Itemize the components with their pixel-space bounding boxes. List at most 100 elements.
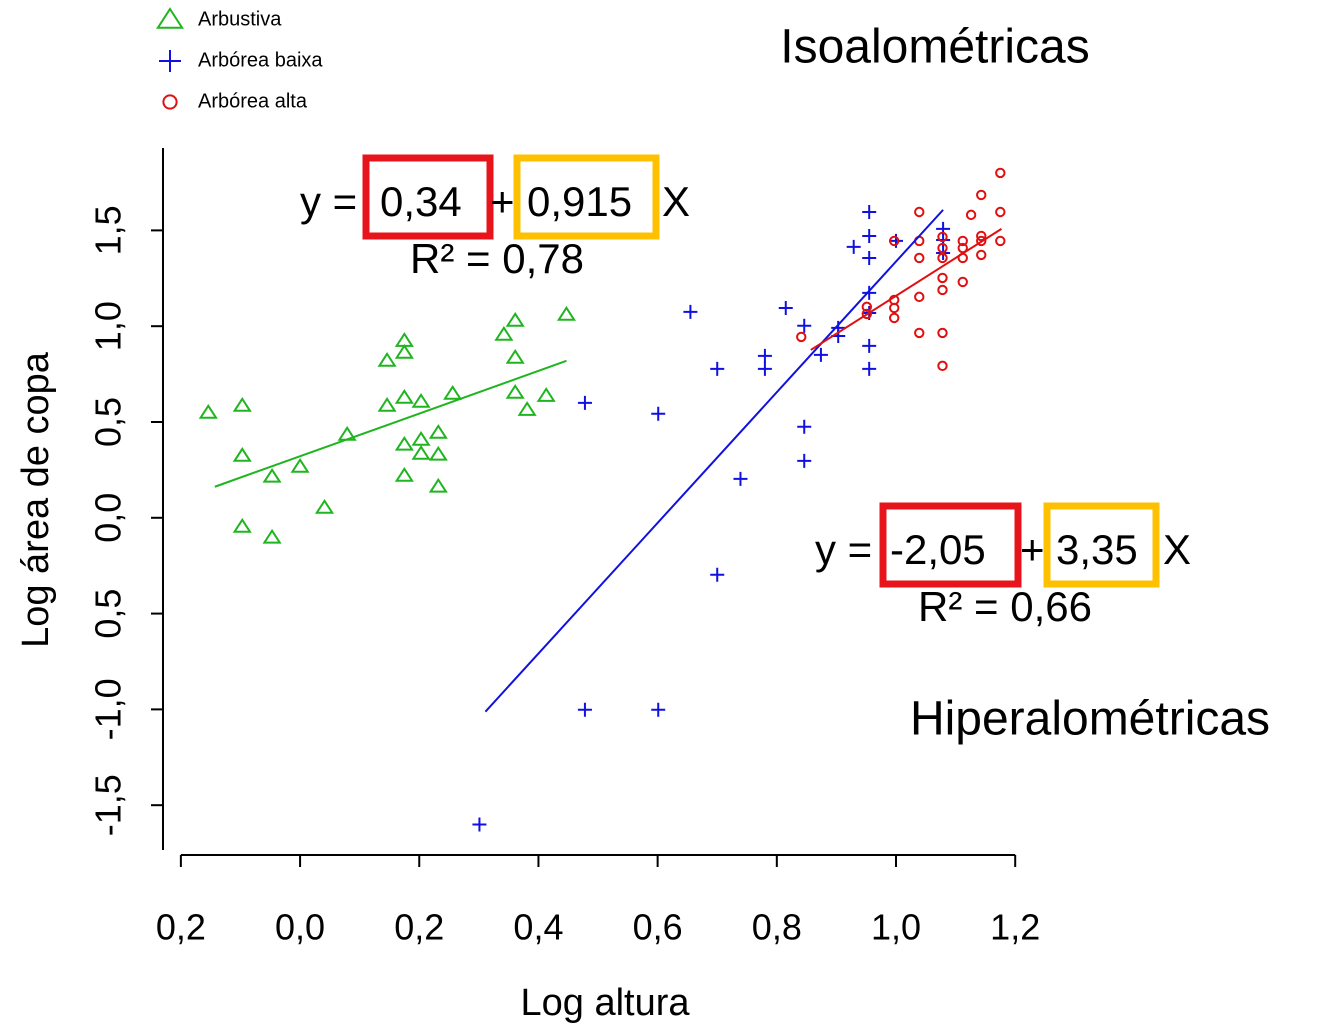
point [957,242,968,254]
legend-label: Arbórea baixa [198,49,323,71]
point [976,249,987,261]
point [861,308,873,320]
slope-box [513,154,660,240]
point [577,702,592,717]
equation-slope: 0,915 [527,178,632,225]
equation-var: X [1163,526,1191,573]
point [889,312,900,324]
point [957,276,968,288]
point [232,447,252,462]
point [862,228,877,243]
point [411,444,431,460]
x-tick-label: 0,2 [156,907,206,948]
point [797,453,812,468]
x-tick-label: 0,2 [394,907,444,948]
point [198,403,218,419]
point [556,306,576,321]
point [995,235,1006,247]
equation-lead: y = [815,526,872,573]
point [862,361,877,376]
point [505,311,525,327]
fit-line [810,228,1003,351]
point [683,304,698,319]
region-label: Isoalométricas [780,21,1089,74]
point [778,300,793,315]
point [443,384,463,400]
point [577,395,592,410]
y-tick-label: -1,5 [88,774,129,836]
x-tick-label: 0,4 [513,907,563,948]
point [262,467,282,483]
point [862,338,877,353]
point [862,250,877,265]
point [517,401,537,416]
point [995,206,1006,218]
point [232,517,252,533]
point [976,189,987,201]
point [813,347,828,362]
point [914,206,925,218]
point [965,209,977,221]
point [262,528,282,544]
x-axis-label: Log altura [520,982,690,1024]
point [846,239,861,254]
point [651,406,666,421]
point [914,252,925,264]
point [937,360,948,372]
equation-op: + [1020,526,1045,573]
point [377,397,397,412]
y-tick-label: -1,0 [88,678,129,740]
point [937,242,948,254]
point [862,204,877,219]
equation-intercept: 0,34 [380,178,462,225]
point [797,318,812,333]
point [394,343,414,359]
point [733,471,748,486]
point [995,167,1006,179]
point [862,285,877,300]
point [976,230,987,242]
y-axis-label: Log área de copa [15,351,57,648]
point [796,331,807,343]
y-tick-label: 1,5 [88,205,129,255]
point [290,457,310,473]
legend-marker [159,50,181,72]
point [314,498,335,514]
x-tick-label: 0,0 [275,907,325,948]
point [710,567,725,582]
y-tick-label: 0,0 [88,493,129,543]
point [428,445,448,461]
intercept-box [362,154,494,240]
legend-marker [156,7,184,29]
equation-intercept: -2,05 [890,526,986,573]
point [394,466,414,482]
point [411,393,431,408]
point [494,325,514,341]
legend-label: Arbustiva [198,8,282,30]
fit-line [214,359,567,488]
y-tick-label: 1,0 [88,301,129,351]
point [232,397,252,412]
point [797,419,812,434]
fit-line [484,209,944,713]
equation-r2: R² = 0,66 [918,583,1092,630]
point [914,291,925,303]
point [428,424,448,439]
point [472,817,487,832]
legend-marker [162,94,178,110]
point [889,302,900,314]
point [889,235,900,247]
equation-lead: y = [300,178,357,225]
x-tick-label: 1,0 [871,907,921,948]
point [757,361,772,376]
point [937,231,948,243]
x-tick-label: 0,6 [633,907,683,948]
point [428,477,448,493]
point [889,233,904,248]
point [937,284,948,296]
point [394,389,414,404]
point [377,352,397,367]
point [757,348,772,363]
